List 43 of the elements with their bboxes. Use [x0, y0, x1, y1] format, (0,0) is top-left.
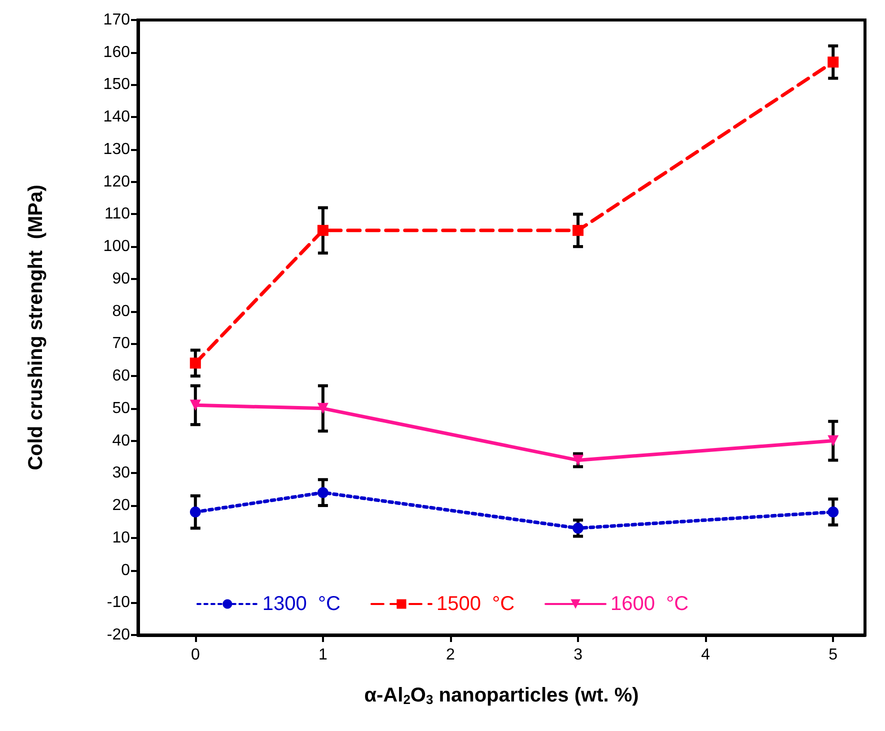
y-tick-label: 70 [112, 335, 130, 352]
y-tick-label: 110 [104, 206, 130, 223]
y-tick-label: 50 [112, 400, 130, 417]
y-tick-label: 90 [112, 270, 130, 288]
x-axis-title: α-Al2O3 nanoparticles (wt. %) [364, 684, 639, 707]
y-tick-label: 100 [103, 238, 130, 256]
point [828, 56, 839, 68]
y-tick-label: 0 [121, 562, 130, 579]
point [190, 358, 201, 369]
legend-label: 1300 °C [262, 593, 340, 615]
y-tick-label: 60 [112, 368, 130, 385]
y-tick-label: 30 [112, 464, 130, 482]
x-tick-label: 0 [190, 646, 200, 664]
point [190, 400, 201, 411]
legend-label: 1500 °C [436, 593, 515, 615]
point [572, 454, 584, 466]
y-tick-label: 20 [112, 497, 130, 514]
x-tick-label: 1 [318, 646, 328, 664]
x-tick-label: 4 [701, 646, 710, 664]
y-tick-label: 140 [103, 108, 130, 126]
legend-label: 1600 °C [610, 593, 689, 615]
y-tick-label: 150 [103, 76, 130, 94]
point [190, 506, 201, 518]
y-tick-label: 170 [103, 12, 130, 28]
point [317, 487, 328, 498]
point [828, 506, 839, 518]
point [572, 522, 584, 534]
x-tick-label: 2 [446, 646, 456, 664]
y-tick-label: 80 [112, 302, 130, 320]
x-tick-label: 5 [828, 646, 838, 664]
y-tick-label: -10 [106, 594, 130, 612]
x-tick-label: 3 [574, 646, 583, 664]
y-tick-label: 160 [103, 44, 130, 61]
point [317, 402, 328, 414]
point [828, 435, 839, 446]
y-tick-label: 120 [103, 173, 130, 190]
y-tick-label: 130 [103, 140, 130, 158]
y-tick-label: 40 [112, 432, 130, 450]
point [317, 224, 328, 236]
y-tick-label: -20 [106, 626, 130, 644]
y-axis-title: Cold crushing strenght (MPa) [25, 184, 47, 470]
y-tick-label: 10 [112, 529, 130, 546]
point [572, 224, 584, 236]
